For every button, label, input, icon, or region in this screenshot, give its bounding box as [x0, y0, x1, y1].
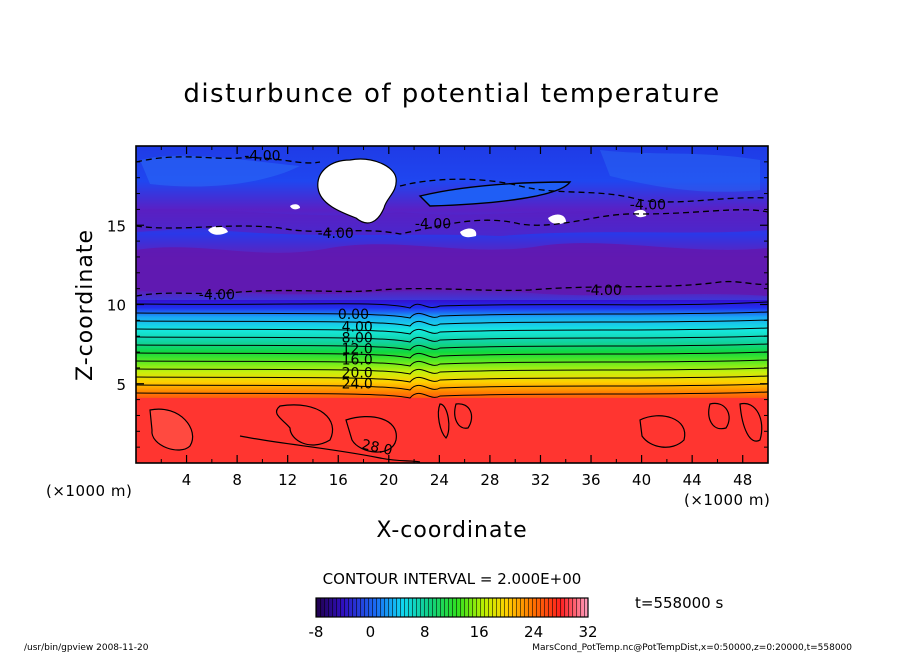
field-missing-area: [548, 214, 566, 225]
colorbar-tick-label: 0: [366, 623, 376, 641]
contour-label: -4.00: [630, 197, 666, 213]
colorbar-frame: [315, 597, 589, 618]
x-tick-label: 24: [430, 471, 449, 489]
colorbar-tick-label: -8: [309, 623, 324, 641]
stratified-contours: [136, 301, 768, 399]
x-tick-label: 44: [683, 471, 702, 489]
field-patch: [140, 155, 300, 187]
z-tick-label: 15: [107, 217, 126, 235]
contour-label: 28.0: [360, 437, 394, 459]
field-patch: [136, 243, 768, 296]
x-axis-label: X-coordinate: [376, 518, 527, 543]
z-axis: 5 10 15: [107, 161, 768, 448]
colorbar-tick-label: 32: [578, 623, 597, 641]
x-tick-label: 8: [232, 471, 242, 489]
x-tick-label: 16: [329, 471, 348, 489]
field-missing-area: [460, 228, 477, 238]
contour-line: [136, 209, 768, 235]
contour-label: -4.00: [244, 148, 280, 164]
time-label: t=558000 s: [635, 594, 723, 612]
contour-label: 0.00: [338, 307, 369, 323]
x-tick-label: 12: [278, 471, 297, 489]
contour-label: 12.0: [342, 342, 373, 358]
x-tick-label: 4: [182, 471, 192, 489]
field-missing-area: [208, 226, 228, 235]
contour-line: [399, 178, 768, 203]
x-axis: 4 8 12 16 20 24 28 32 36 40 44 48: [160, 146, 752, 489]
z-tick-label: 5: [116, 376, 126, 394]
field-missing-area: [317, 158, 397, 224]
contour-line: [136, 156, 321, 164]
footer-left: /usr/bin/gpview 2008-11-20: [24, 643, 149, 653]
contour-labels: -4.00 -4.00 -4.00 -4.00 -4.00 -4.00 0.004.008.…: [199, 148, 666, 459]
x-tick-label: 20: [379, 471, 398, 489]
field-missing-area: [290, 204, 300, 210]
contour-label: -4.00: [318, 226, 354, 242]
contour-line: [136, 280, 768, 297]
chart-title: disturbunce of potential temperature: [183, 79, 720, 109]
contour-label: -4.00: [199, 288, 235, 304]
colorbar-tick-label: 16: [470, 623, 489, 641]
colorbar-stripes: [316, 598, 588, 617]
x-tick-label: 40: [632, 471, 651, 489]
plot-area: [136, 146, 768, 463]
warm-contours: [149, 402, 763, 463]
contour-label: 4.00: [342, 319, 373, 335]
contour-interval-label: CONTOUR INTERVAL = 2.000E+00: [323, 570, 582, 588]
contour-label: 16.0: [342, 353, 373, 369]
x-tick-label: 36: [581, 471, 600, 489]
field-patch: [600, 150, 760, 192]
field-missing-area: [634, 209, 647, 218]
x-tick-label: 28: [480, 471, 499, 489]
colorbar-tick-label: 8: [420, 623, 430, 641]
contour-label: 24.0: [342, 377, 373, 393]
colorbar-tick-label: 24: [524, 623, 543, 641]
x-axis-unit: (×1000 m): [46, 482, 132, 500]
contour-label: 20.0: [342, 365, 373, 381]
colorbar-ticks: -8 0 8 16 24 32: [309, 623, 598, 641]
z-axis-unit: (×1000 m): [684, 491, 770, 509]
footer-right: MarsCond_PotTemp.nc@PotTempDist,x=0:5000…: [532, 643, 852, 653]
field-stratified-band: [136, 300, 768, 400]
z-tick-label: 10: [107, 297, 126, 315]
field-patch: [136, 209, 768, 236]
contour-label: 8.00: [342, 331, 373, 347]
z-axis-label: Z-coordinate: [73, 229, 98, 381]
contour-label: -4.00: [586, 283, 622, 299]
colorbar: -8 0 8 16 24 32: [309, 597, 598, 641]
x-tick-label: 32: [531, 471, 550, 489]
field-lower-warm: [136, 398, 768, 463]
contour-label: -4.00: [415, 216, 451, 232]
x-tick-label: 48: [733, 471, 752, 489]
